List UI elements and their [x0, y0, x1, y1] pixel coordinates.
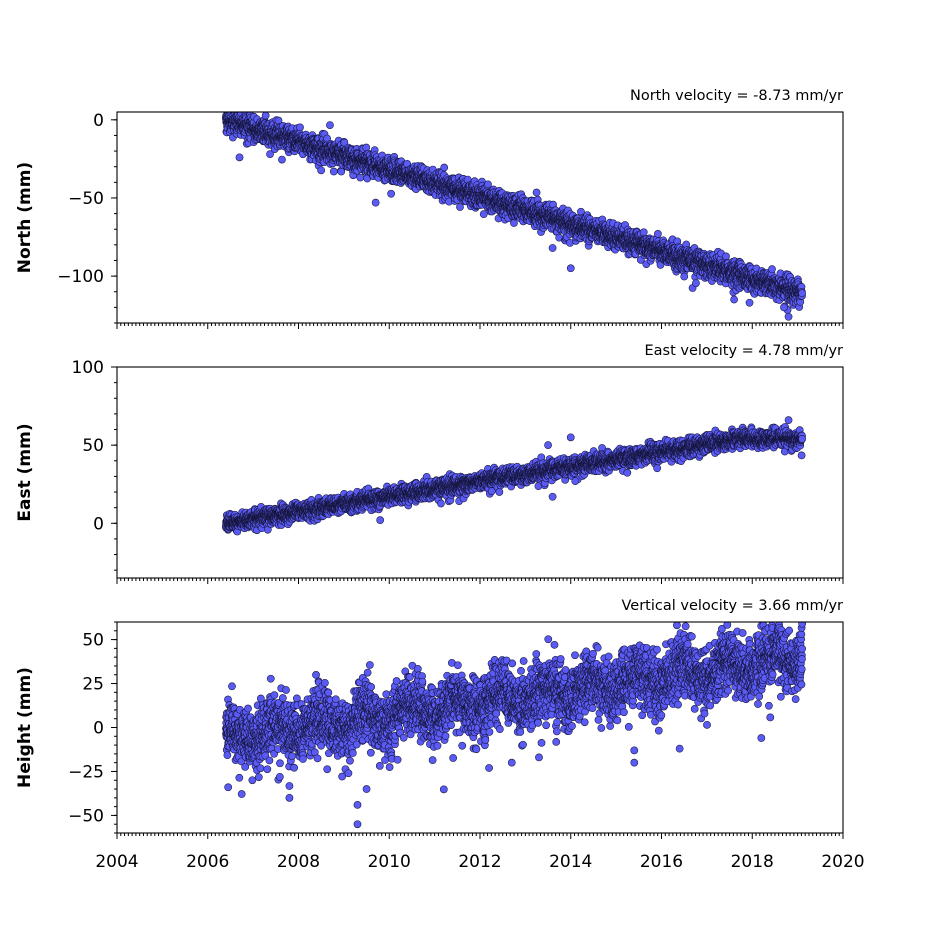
data-point: [479, 210, 488, 219]
data-point: [371, 198, 380, 207]
data-point: [680, 272, 689, 281]
data-point: [356, 173, 365, 182]
panel-north: North velocity = -8.73 mm/yr North (mm) 0 −…: [15, 88, 844, 329]
data-point: [326, 121, 334, 129]
data-point: [266, 150, 274, 159]
data-point: [278, 155, 286, 164]
east-velocity-title: East velocity = 4.78 mm/yr: [644, 343, 843, 359]
y-tick-label: −100: [57, 267, 104, 287]
data-point: [224, 104, 231, 111]
east-data-points: [222, 416, 806, 536]
north-velocity-title: North velocity = -8.73 mm/yr: [630, 88, 843, 104]
data-point: [296, 123, 304, 132]
data-point: [323, 134, 331, 143]
y-tick-label: −50: [68, 189, 104, 209]
data-point: [261, 112, 270, 120]
y-tick-label: 0: [93, 111, 104, 131]
data-point: [798, 289, 806, 298]
data-point: [730, 295, 738, 304]
data-point: [235, 153, 244, 162]
data-point: [329, 167, 338, 176]
data-point: [780, 303, 788, 312]
data-point: [238, 112, 242, 113]
north-data-points: [222, 103, 806, 321]
data-point: [456, 203, 464, 211]
data-point: [654, 230, 662, 238]
east-axis-label: East (mm): [15, 423, 35, 521]
north-axis-label: North (mm): [15, 162, 35, 273]
data-point: [484, 180, 492, 189]
data-point: [566, 264, 575, 273]
data-point: [692, 279, 700, 288]
data-point: [317, 166, 326, 175]
data-point: [532, 188, 541, 197]
data-point: [548, 244, 557, 252]
data-point: [722, 252, 730, 261]
data-point: [745, 298, 754, 307]
data-point: [232, 103, 239, 110]
data-point: [784, 312, 793, 321]
data-point: [768, 265, 776, 274]
data-point: [387, 189, 395, 198]
data-point: [510, 219, 518, 227]
data-point: [639, 228, 648, 237]
data-point: [440, 163, 449, 172]
